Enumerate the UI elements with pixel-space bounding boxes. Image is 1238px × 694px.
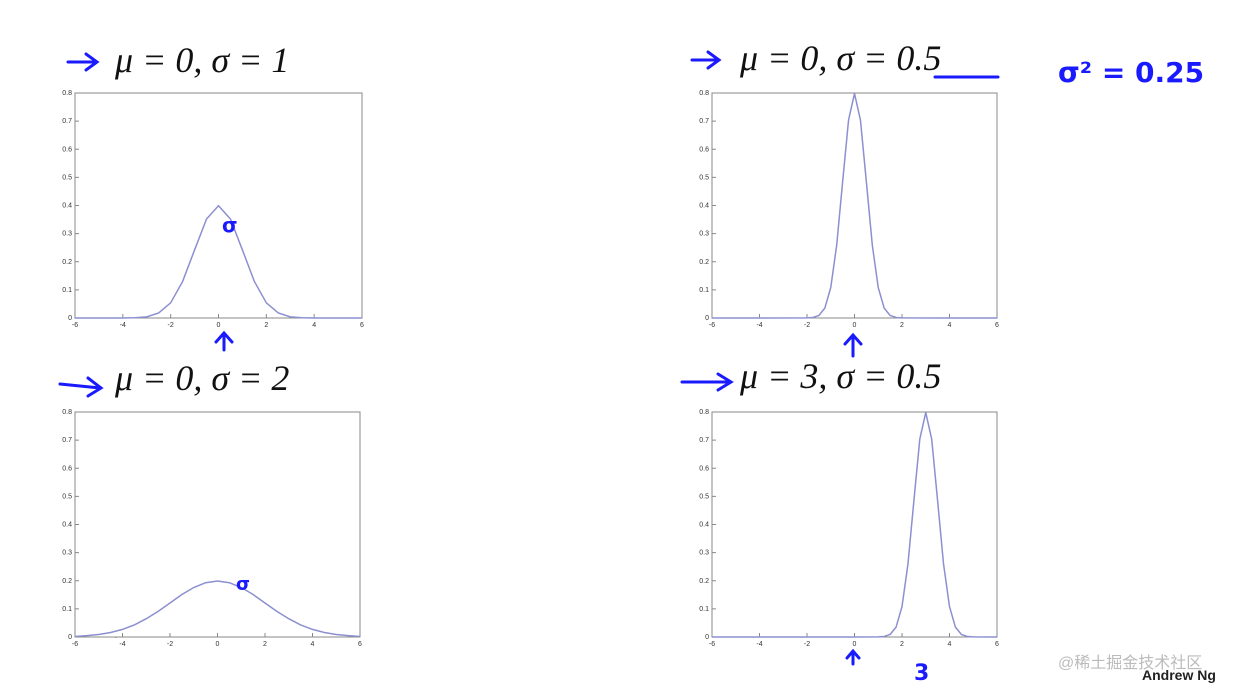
x-tick-label: -6: [72, 641, 78, 648]
y-tick-label: 0.6: [62, 465, 72, 472]
x-tick-label: 6: [995, 322, 999, 329]
y-tick-label: 0: [68, 634, 72, 641]
y-tick-label: 0.8: [699, 409, 709, 416]
chart: μ = 0, σ = 0.5 0 0.1 0.2 0.3 0.4 0.5 0.6 0.7 0.8 -…: [699, 38, 1204, 329]
y-tick-label: 0.7: [62, 437, 72, 444]
curve: [75, 204, 362, 319]
annotation: σ: [236, 574, 250, 595]
x-tick-label: -2: [168, 322, 174, 329]
y-tick-label: 0.4: [62, 203, 72, 210]
x-tick-label: -6: [709, 641, 715, 648]
x-tick-label: -4: [756, 322, 762, 329]
plot-frame: [711, 92, 998, 319]
x-tick-label: -2: [804, 322, 810, 329]
x-tick-label: -4: [120, 322, 126, 329]
chart-title: μ = 0, σ = 0.5: [739, 38, 941, 78]
y-tick-label: 0.3: [699, 231, 709, 238]
y-tick-label: 0.7: [699, 437, 709, 444]
x-tick-label: 2: [900, 322, 904, 329]
x-tick-label: -6: [72, 322, 78, 329]
x-tick-label: -6: [709, 322, 715, 329]
y-tick-label: 0.8: [62, 90, 72, 97]
x-tick-label: 2: [264, 322, 268, 329]
chart: μ = 0, σ = 1 0 0.1 0.2 0.3 0.4 0.5 0.6 0.7 0.8 -6 -…: [62, 40, 364, 329]
curve: [74, 580, 361, 638]
x-tick-label: 2: [900, 641, 904, 648]
y-tick-label: 0.4: [699, 203, 709, 210]
x-tick-label: 6: [358, 641, 362, 648]
y-tick-label: 0.7: [62, 118, 72, 125]
x-tick-label: 6: [360, 322, 364, 329]
x-tick-label: 4: [312, 322, 316, 329]
x-tick-label: -2: [804, 641, 810, 648]
annotation: σ: [222, 213, 238, 237]
plot-frame: [711, 411, 998, 638]
x-tick-label: -4: [756, 641, 762, 648]
y-tick-label: 0.1: [62, 606, 72, 613]
plot-frame: [74, 411, 361, 638]
footer: Andrew Ng: [1142, 667, 1216, 683]
annotation: σ² = 0.25: [1058, 56, 1204, 89]
y-tick-label: 0.5: [62, 493, 72, 500]
x-tick-label: -2: [167, 641, 173, 648]
watermark: @稀土掘金技术社区: [1058, 654, 1202, 672]
y-tick-label: 0.1: [62, 287, 72, 294]
x-tick-label: -4: [119, 641, 125, 648]
y-tick-label: 0.1: [699, 287, 709, 294]
y-tick-label: 0.4: [62, 522, 72, 529]
y-tick-label: 0.2: [62, 259, 72, 266]
y-tick-label: 0: [68, 315, 72, 322]
y-tick-label: 0.3: [699, 550, 709, 557]
y-tick-label: 0: [705, 634, 709, 641]
y-tick-label: 0.7: [699, 118, 709, 125]
y-tick-label: 0.2: [62, 578, 72, 585]
x-tick-label: 0: [853, 322, 857, 329]
chart-title: μ = 0, σ = 2: [114, 358, 289, 398]
y-tick-label: 0.6: [62, 146, 72, 153]
y-tick-label: 0.6: [699, 146, 709, 153]
x-tick-label: 0: [216, 641, 220, 648]
y-tick-label: 0.6: [699, 465, 709, 472]
y-tick-label: 0.2: [699, 578, 709, 585]
curve: [712, 412, 998, 638]
y-tick-label: 0.2: [699, 259, 709, 266]
y-tick-label: 0.1: [699, 606, 709, 613]
x-tick-label: 4: [311, 641, 315, 648]
y-tick-label: 0.5: [699, 493, 709, 500]
y-tick-label: 0.8: [699, 90, 709, 97]
x-tick-label: 2: [263, 641, 267, 648]
chart-title: μ = 3, σ = 0.5: [739, 356, 941, 396]
y-tick-label: 0.8: [62, 409, 72, 416]
y-tick-label: 0: [705, 315, 709, 322]
annotation: 3: [914, 661, 929, 686]
y-tick-label: 0.4: [699, 522, 709, 529]
chart: μ = 0, σ = 2 0 0.1 0.2 0.3 0.4 0.5 0.6 0.7 0.8 -6 -…: [62, 358, 362, 648]
chart: μ = 3, σ = 0.5 0 0.1 0.2 0.3 0.4 0.5 0.6 0.7 0.8 -…: [699, 356, 999, 686]
y-tick-label: 0.3: [62, 550, 72, 557]
y-tick-label: 0.5: [62, 174, 72, 181]
y-tick-label: 0.5: [699, 174, 709, 181]
x-tick-label: 4: [948, 641, 952, 648]
x-tick-label: 0: [217, 322, 221, 329]
chart-title: μ = 0, σ = 1: [114, 40, 289, 80]
curve: [712, 93, 997, 319]
x-tick-label: 6: [995, 641, 999, 648]
y-tick-label: 0.3: [62, 231, 72, 238]
x-tick-label: 0: [853, 641, 857, 648]
x-tick-label: 4: [948, 322, 952, 329]
